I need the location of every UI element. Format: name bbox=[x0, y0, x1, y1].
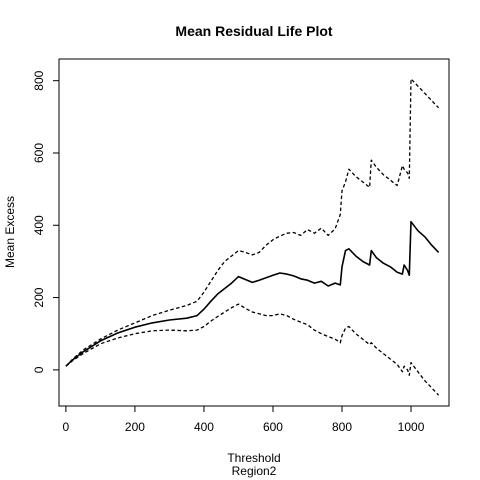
y-tick-label: 200 bbox=[32, 287, 46, 307]
x-tick-label: 0 bbox=[63, 420, 70, 434]
x-axis-sublabel: Region2 bbox=[232, 464, 277, 478]
y-tick-label: 0 bbox=[32, 366, 46, 373]
x-axis-label: Threshold bbox=[227, 451, 280, 465]
series-line-lower-confidence bbox=[65, 303, 440, 396]
x-tick-label: 600 bbox=[263, 420, 283, 434]
x-tick-label: 1000 bbox=[398, 420, 425, 434]
x-tick-label: 800 bbox=[332, 420, 352, 434]
chart-title: Mean Residual Life Plot bbox=[175, 23, 332, 39]
y-axis-label: Mean Excess bbox=[3, 196, 17, 268]
y-tick-label: 400 bbox=[32, 215, 46, 235]
x-tick-label: 400 bbox=[194, 420, 214, 434]
y-tick-label: 600 bbox=[32, 143, 46, 163]
series-line-mean bbox=[65, 220, 440, 367]
y-axis: 0 200 400 600 800 bbox=[32, 70, 59, 373]
series-line-upper-confidence bbox=[65, 78, 440, 367]
plot-frame bbox=[58, 58, 450, 407]
y-tick-label: 800 bbox=[32, 70, 46, 90]
x-tick-label: 200 bbox=[125, 420, 145, 434]
series-layer bbox=[65, 78, 440, 396]
x-axis: 0 200 400 600 800 1000 bbox=[63, 406, 425, 434]
